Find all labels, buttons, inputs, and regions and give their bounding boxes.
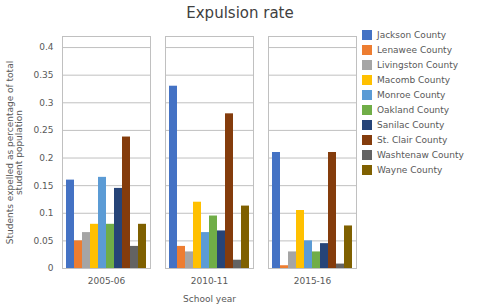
svg-text:0.2: 0.2 xyxy=(39,153,53,163)
html-text:Oakland County: Oakland County xyxy=(377,105,450,115)
html-text:Jackson County: Jackson County xyxy=(377,30,447,40)
html-text:Livingston County: Livingston County xyxy=(377,60,459,70)
svg-text:0.15: 0.15 xyxy=(33,181,53,191)
svg-text:2010-11: 2010-11 xyxy=(191,276,229,286)
html-text:Wayne County: Wayne County xyxy=(377,165,443,175)
svg-text:0.05: 0.05 xyxy=(33,236,53,246)
svg-text:0.25: 0.25 xyxy=(33,125,53,135)
html-text:St. Clair County: St. Clair County xyxy=(377,135,448,145)
html-text:Lenawee County: Lenawee County xyxy=(377,45,452,55)
svg-text:0.35: 0.35 xyxy=(33,70,53,80)
svg-text:School year: School year xyxy=(183,294,236,304)
html-text:Sanilac County: Sanilac County xyxy=(377,120,445,130)
svg-text:Students expelled as percentag: Students expelled as percentage of total… xyxy=(5,61,24,244)
html-text:Washtenaw County: Washtenaw County xyxy=(377,150,464,160)
svg-text:2015-16: 2015-16 xyxy=(294,276,332,286)
html-text:Macomb County: Macomb County xyxy=(377,75,451,85)
html-text:Monroe County: Monroe County xyxy=(377,90,446,100)
svg-text:0: 0 xyxy=(48,263,54,273)
svg-text:2005-06: 2005-06 xyxy=(88,276,126,286)
html-text:Expulsion rate: Expulsion rate xyxy=(186,4,294,22)
svg-text:0.4: 0.4 xyxy=(39,42,54,52)
svg-text:0.3: 0.3 xyxy=(39,98,53,108)
svg-text:0.1: 0.1 xyxy=(39,208,53,218)
